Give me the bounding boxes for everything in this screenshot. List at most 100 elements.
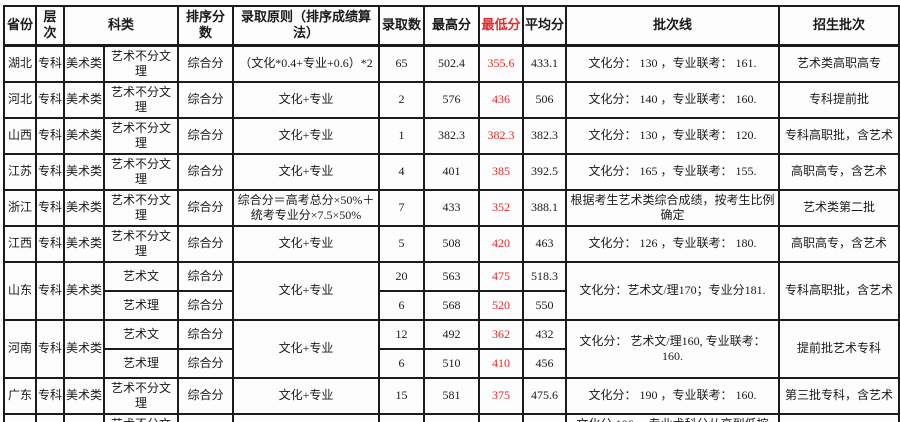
cell-category: 美术类	[63, 152, 105, 191]
cell-admit-count: 65	[378, 44, 426, 83]
cell-level: 专科	[35, 376, 65, 415]
cell-min-score: 375	[478, 376, 525, 415]
cell-category: 美术类	[63, 318, 105, 379]
cell-avg-score: 463	[522, 224, 568, 263]
cell-admit-count: 6	[378, 290, 426, 321]
cell-level: 专科	[35, 318, 65, 379]
table-row: 河南 专科 美术类 艺术文 综合分 文化+专业 12 492 362 432 文化分： 艺术文/理1…	[3, 318, 900, 379]
cell-subcategory: 艺术不分文理	[102, 376, 180, 415]
cell-principle: 文化+专业	[232, 376, 381, 415]
cell-level: 专科	[35, 188, 65, 227]
cell-admit-count: 7	[378, 188, 426, 227]
cell-avg-score: 378.7	[522, 412, 568, 422]
cell-avg-score: 506	[522, 80, 568, 119]
header-batch: 招生批次	[778, 5, 900, 47]
cell-level: 专科	[35, 260, 65, 321]
table-row: 江西 专科 美术类 艺术不分文理 综合分 文化+专业 5 508 420 463 文化分： 126 …	[3, 224, 900, 263]
cell-min-score: 520	[478, 290, 525, 321]
header-principle: 录取原则（排序成绩算法）	[232, 5, 381, 47]
cell-max-score: 401	[423, 152, 481, 191]
cell-principle: 文化+专业	[232, 224, 381, 263]
cell-batch: 提前批艺术专科	[778, 318, 900, 379]
cell-admit-count: 6	[378, 348, 426, 379]
cell-level: 专科	[35, 44, 65, 83]
header-category: 科类	[62, 5, 180, 47]
cell-min-score: 436	[478, 80, 525, 119]
header-batch-line: 批次线	[565, 5, 781, 47]
table-row: 浙江 专科 美术类 艺术不分文理 综合分 综合分＝高考总分×50%＋统考专业分×7.5×5…	[3, 188, 900, 227]
cell-subcategory: 艺术文	[102, 318, 180, 350]
cell-min-score: 475	[478, 260, 525, 292]
header-avg: 平均分	[522, 5, 568, 47]
cell-subcategory: 艺术不分文理	[102, 44, 180, 83]
cell-batch: 专科高职批，含艺术	[778, 116, 900, 155]
cell-sort-score: 综合分	[177, 290, 235, 321]
table-row: 艺术理 综合分 6 510 410 456	[4, 348, 899, 379]
cell-subcategory: 艺术理	[102, 290, 180, 321]
header-province: 省份	[3, 5, 37, 47]
cell-province: 新疆	[3, 412, 37, 422]
cell-subcategory: 艺术文	[102, 260, 180, 292]
cell-category: 美术类	[63, 412, 105, 422]
cell-batch: 艺术类高职高专	[778, 44, 900, 83]
header-max: 最高分	[423, 5, 481, 47]
cell-province: 湖北	[3, 44, 37, 83]
cell-sort-score: 综合分	[177, 188, 235, 227]
cell-principle: 文化+专业	[232, 152, 381, 191]
cell-max-score: 576	[423, 80, 481, 119]
cell-principle: 文化+专业	[232, 318, 381, 379]
cell-max-score: 492	[423, 318, 481, 350]
cell-principle: 文化+专业	[232, 80, 381, 119]
cell-category: 美术类	[63, 116, 105, 155]
cell-max-score: 508	[423, 224, 481, 263]
cell-admit-count: 20	[378, 260, 426, 292]
cell-batch-line: 文化分： 130 ，专业联考： 120.	[565, 116, 781, 155]
cell-subcategory: 艺术理	[102, 348, 180, 379]
cell-min-score: 385	[478, 152, 525, 191]
table-row: 江苏 专科 美术类 艺术不分文理 综合分 文化+专业 4 401 385 392.5 文化分： 16…	[3, 152, 900, 191]
cell-max-score: 563	[423, 260, 481, 292]
cell-province: 广东	[3, 376, 37, 415]
cell-batch-line: 文化分：艺术文/理170；专业分181.	[565, 260, 781, 321]
cell-province: 浙江	[3, 188, 37, 227]
cell-batch-line: 文化分： 140 ，专业联考： 160.	[565, 80, 781, 119]
cell-min-score: 333	[478, 412, 525, 422]
cell-province: 山东	[3, 260, 37, 321]
cell-subcategory: 艺术不分文理	[102, 412, 180, 422]
cell-category: 美术类	[63, 260, 105, 321]
cell-province: 山西	[3, 116, 37, 155]
cell-admit-count: 12	[378, 318, 426, 350]
cell-min-score: 362	[478, 318, 525, 350]
cell-category: 美术类	[63, 188, 105, 227]
table-row: 艺术理 综合分 6 568 520 550	[4, 290, 899, 321]
cell-batch-line: 文化分： 130 ，专业联考： 161.	[565, 44, 781, 83]
cell-level: 专科	[35, 224, 65, 263]
cell-principle: 文化+专业	[232, 412, 381, 422]
cell-subcategory: 艺术不分文理	[102, 152, 180, 191]
header-count: 录取数	[378, 5, 426, 47]
cell-max-score: 502.4	[423, 44, 481, 83]
cell-sort-score: 综合分	[177, 224, 235, 263]
header-min: 最低分	[478, 5, 525, 47]
cell-batch: 第三批专科，含艺术	[778, 376, 900, 415]
cell-sort-score: 综合分	[177, 116, 235, 155]
cell-min-score: 410	[478, 348, 525, 379]
cell-batch-line: 文化分： 艺术文/理160, 专业联考： 160.	[565, 318, 781, 379]
cell-level: 专科	[35, 80, 65, 119]
table-body: 湖北 专科 美术类 艺术不分文理 综合分 （文化*0.4+专业+0.6）*2 65 502.4…	[3, 44, 900, 422]
header-row: 省份 层次 科类 排序分数 录取原则（排序成绩算法） 录取数 最高分 最低分 平…	[3, 5, 900, 47]
header-sort-score: 排序分数	[177, 5, 235, 47]
cell-admit-count: 3	[378, 412, 426, 422]
cell-batch-line: 文化分： 165 ，专业联考： 155.	[565, 152, 781, 191]
cell-subcategory: 艺术不分文理	[102, 116, 180, 155]
cell-batch-line: 文化分： 126 ，专业联考： 180.	[565, 224, 781, 263]
table-header: 省份 层次 科类 排序分数 录取原则（排序成绩算法） 录取数 最高分 最低分 平…	[3, 5, 900, 47]
cell-max-score: 568	[423, 290, 481, 321]
cell-min-score: 382.3	[478, 116, 525, 155]
cell-sort-score: 综合分	[177, 412, 235, 422]
cell-subcategory: 艺术不分文理	[102, 80, 180, 119]
cell-batch: 高职高专，含艺术	[778, 224, 900, 263]
cell-batch: 艺术类第二批	[778, 188, 900, 227]
cell-subcategory: 艺术不分文理	[102, 188, 180, 227]
